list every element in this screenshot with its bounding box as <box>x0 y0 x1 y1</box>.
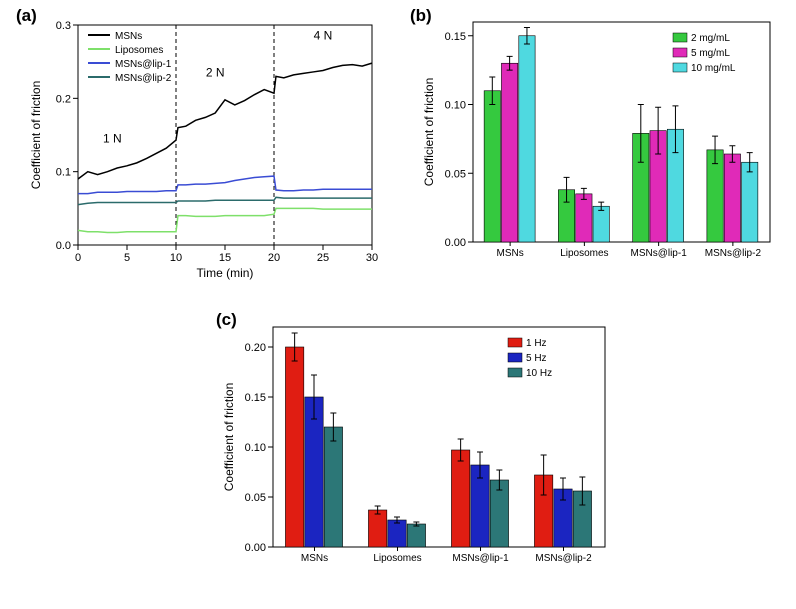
svg-text:Coefficient of friction: Coefficient of friction <box>422 78 436 187</box>
chart-b: 0.00 0.05 0.10 0.15 MSNs Liposomes MSNs@lip-1 M… <box>415 10 780 290</box>
svg-text:0: 0 <box>75 252 81 264</box>
svg-text:MSNs@lip-2: MSNs@lip-2 <box>115 73 172 84</box>
svg-text:Liposomes: Liposomes <box>115 45 163 56</box>
svg-text:30: 30 <box>366 252 378 264</box>
svg-text:4 N: 4 N <box>314 29 333 43</box>
figure-root: (a) (b) (c) 0510152025300.00.10.20.3Time… <box>0 0 796 609</box>
svg-text:0.05: 0.05 <box>245 492 266 504</box>
svg-text:10 mg/mL: 10 mg/mL <box>691 63 736 74</box>
svg-text:Liposomes: Liposomes <box>560 248 608 259</box>
svg-text:0.0: 0.0 <box>56 240 71 252</box>
svg-text:10 Hz: 10 Hz <box>526 368 552 379</box>
svg-text:25: 25 <box>317 252 329 264</box>
svg-text:20: 20 <box>268 252 280 264</box>
svg-text:Coefficient of friction: Coefficient of friction <box>222 383 236 492</box>
svg-text:15: 15 <box>219 252 231 264</box>
svg-text:5: 5 <box>124 252 130 264</box>
svg-text:Liposomes: Liposomes <box>373 553 421 564</box>
svg-text:0.1: 0.1 <box>56 167 71 179</box>
svg-text:MSNs: MSNs <box>115 31 142 42</box>
svg-text:0.10: 0.10 <box>245 442 266 454</box>
svg-text:0.05: 0.05 <box>445 168 466 180</box>
svg-text:2 N: 2 N <box>206 65 225 79</box>
svg-text:MSNs@lip-2: MSNs@lip-2 <box>705 248 762 259</box>
chart-a: 0 5 10 15 20 25 30 0.0 0.1 0.2 0.3 Time (min) Coeffi… <box>20 10 390 290</box>
svg-text:0.00: 0.00 <box>445 237 466 249</box>
svg-text:MSNs@lip-1: MSNs@lip-1 <box>115 59 172 70</box>
svg-text:MSNs@lip-2: MSNs@lip-2 <box>535 553 592 564</box>
svg-text:MSNs@lip-1: MSNs@lip-1 <box>452 553 509 564</box>
svg-text:2 mg/mL: 2 mg/mL <box>691 33 730 44</box>
svg-text:5 mg/mL: 5 mg/mL <box>691 48 730 59</box>
svg-text:Coefficient of friction: Coefficient of friction <box>29 81 43 190</box>
svg-text:Time (min): Time (min) <box>197 266 254 280</box>
svg-text:10: 10 <box>170 252 182 264</box>
svg-text:0.15: 0.15 <box>445 31 466 43</box>
chart-c: 0.00 0.05 0.10 0.15 0.20 MSNs Liposomes MSNs@li… <box>215 315 615 605</box>
svg-text:0.2: 0.2 <box>56 93 71 105</box>
svg-text:1 N: 1 N <box>103 131 122 145</box>
svg-text:MSNs: MSNs <box>301 553 328 564</box>
svg-text:0.10: 0.10 <box>445 100 466 112</box>
svg-text:MSNs: MSNs <box>497 248 524 259</box>
svg-text:0.20: 0.20 <box>245 342 266 354</box>
svg-text:5 Hz: 5 Hz <box>526 353 547 364</box>
svg-text:1 Hz: 1 Hz <box>526 338 547 349</box>
svg-text:0.15: 0.15 <box>245 392 266 404</box>
svg-text:0.00: 0.00 <box>245 542 266 554</box>
svg-text:MSNs@lip-1: MSNs@lip-1 <box>630 248 687 259</box>
svg-text:0.3: 0.3 <box>56 20 71 32</box>
